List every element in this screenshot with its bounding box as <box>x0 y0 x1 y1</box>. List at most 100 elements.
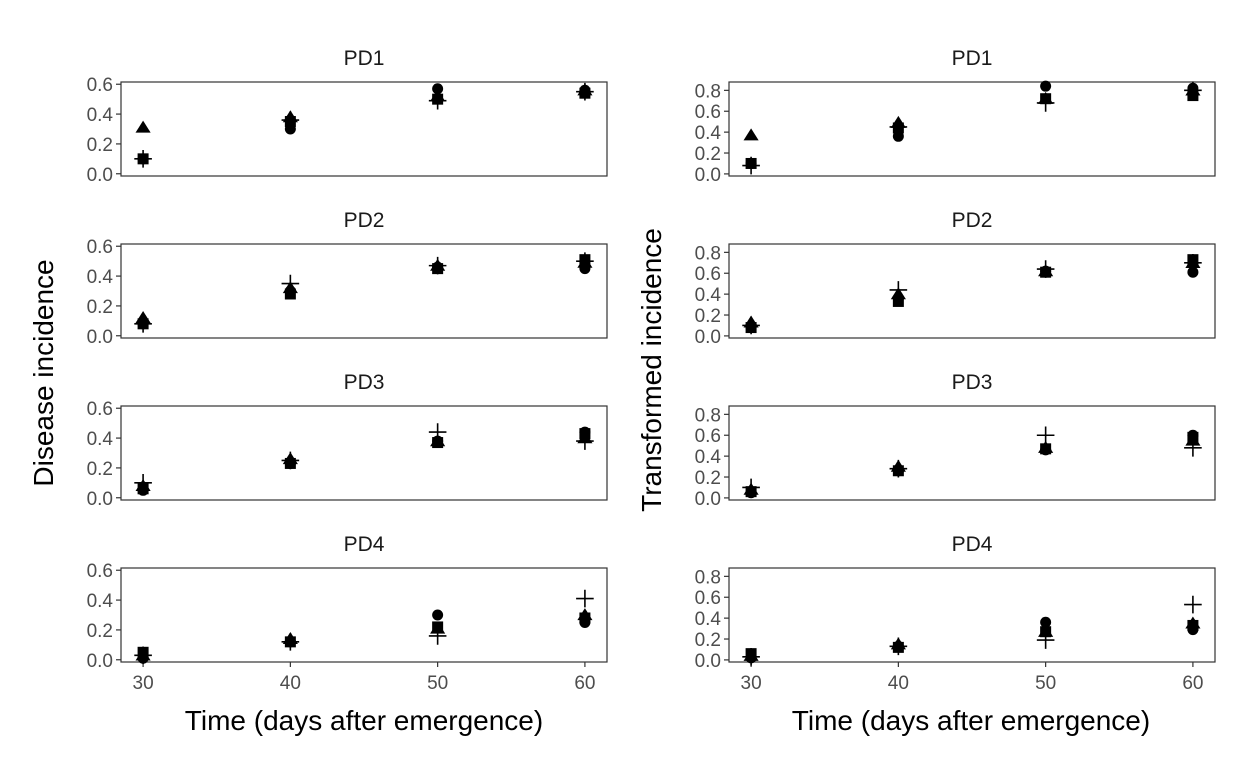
plus-series <box>134 82 594 168</box>
panel-frame <box>120 81 608 177</box>
y-tick-label: 0.6 <box>695 264 721 285</box>
circle-point <box>1040 616 1052 628</box>
y-tick-label: 0.0 <box>87 489 113 510</box>
y-tick-label: 0.8 <box>695 405 721 426</box>
plus-point <box>281 274 300 293</box>
plus-point <box>576 589 594 608</box>
left-x-axis-title: Time (days after emergence) <box>185 705 543 736</box>
y-tick-label: 0.8 <box>695 81 721 102</box>
right-facet-pd4: PD4 0.00.20.40.60.8 30 40 50 60 <box>695 533 1216 694</box>
panel-frame <box>728 81 1216 177</box>
plus-point <box>428 423 447 441</box>
right-facet-panels: PD10.00.20.40.60.8PD20.00.20.40.60.8PD30… <box>695 47 1216 694</box>
y-tick-label: 0.8 <box>695 243 721 264</box>
right-facet-pd2: PD2 0.00.20.40.60.8 <box>695 209 1216 348</box>
left-facet-panels: PD1 0.0 0.2 0.4 0.6 PD2 0.0 0.2 0.4 0.6 PD3 0.0 0.2 0… <box>87 47 608 694</box>
plus-point <box>1184 254 1202 272</box>
y-tick-label: 0.0 <box>695 651 721 672</box>
left-chart: Disease incidence Time (days after emerg… <box>28 47 608 736</box>
y-tick-label: 0.4 <box>87 105 114 126</box>
y-tick-label: 0.6 <box>87 237 113 258</box>
y-tick-label: 0.6 <box>87 561 113 582</box>
y-tick-label: 0.0 <box>87 651 113 672</box>
triangle-series <box>743 616 1201 661</box>
plus-point <box>889 459 908 478</box>
left-facet-pd2: PD2 0.0 0.2 0.4 0.6 <box>87 209 608 348</box>
x-tick-label: 50 <box>1035 673 1056 694</box>
facet-title: PD2 <box>952 209 993 232</box>
y-tick-label: 0.6 <box>695 588 721 609</box>
square-series <box>745 90 1199 169</box>
triangle-point <box>135 120 151 133</box>
circle-series <box>137 83 591 165</box>
y-tick-label: 0.0 <box>87 165 113 186</box>
plus-point <box>428 256 447 275</box>
x-tick-label: 40 <box>888 673 909 694</box>
panel-frame <box>120 405 608 501</box>
y-tick-label: 0.0 <box>695 165 721 186</box>
facet-title: PD1 <box>952 47 993 70</box>
plus-point <box>889 281 908 299</box>
y-tick-label: 0.4 <box>87 591 114 612</box>
plus-point <box>742 316 760 335</box>
plus-point <box>1184 438 1202 457</box>
y-tick-label: 0.2 <box>695 468 721 489</box>
plus-point <box>576 432 594 450</box>
triangle-series <box>135 431 593 491</box>
plus-point <box>576 82 594 101</box>
circle-series <box>745 265 1199 334</box>
triangle-series <box>135 83 593 133</box>
circle-series <box>137 261 591 330</box>
y-tick-label: 0.0 <box>87 327 113 348</box>
y-tick-label: 0.2 <box>695 630 721 651</box>
plus-point <box>1036 426 1055 445</box>
plus-point <box>428 91 447 110</box>
square-series <box>137 254 591 330</box>
plus-point <box>134 315 152 333</box>
circle-series <box>745 80 1199 169</box>
panel-frame <box>120 567 608 663</box>
y-tick-label: 0.8 <box>695 567 721 588</box>
left-y-axis-title: Disease incidence <box>28 259 59 486</box>
circle-series <box>137 609 591 664</box>
left-facet-pd4: PD4 0.0 0.2 0.4 0.6 30 40 50 60 <box>87 533 608 694</box>
square-series <box>137 87 591 165</box>
circle-point <box>432 83 444 95</box>
plus-point <box>742 478 760 497</box>
triangle-series <box>135 255 593 324</box>
y-tick-label: 0.2 <box>87 621 113 642</box>
y-tick-label: 0.4 <box>695 123 722 144</box>
square-series <box>745 619 1199 660</box>
facet-title: PD4 <box>344 533 385 556</box>
y-tick-label: 0.6 <box>695 426 721 447</box>
plus-series <box>134 423 594 492</box>
square-point <box>432 621 444 633</box>
square-series <box>137 428 591 495</box>
y-tick-label: 0.2 <box>87 135 113 156</box>
x-tick-label: 50 <box>427 673 448 694</box>
panel-frame <box>120 243 608 339</box>
plus-point <box>281 451 300 470</box>
square-series <box>745 254 1199 334</box>
y-tick-label: 0.2 <box>87 297 113 318</box>
y-tick-label: 0.0 <box>695 489 721 510</box>
y-tick-label: 0.4 <box>695 285 722 306</box>
plus-point <box>281 111 300 129</box>
plus-series <box>134 589 594 665</box>
x-tick-label: 30 <box>133 673 154 694</box>
right-facet-pd1: PD1 0.00.20.40.60.8 <box>695 47 1216 186</box>
circle-series <box>745 429 1199 499</box>
x-tick-label: 60 <box>1182 673 1203 694</box>
circle-point <box>892 130 904 142</box>
square-series <box>745 431 1199 498</box>
facet-title: PD2 <box>344 209 385 232</box>
plus-point <box>134 646 152 665</box>
square-point <box>1187 619 1199 631</box>
square-point <box>284 288 296 300</box>
square-point <box>1040 443 1052 455</box>
y-tick-label: 0.0 <box>695 327 721 348</box>
plus-series <box>742 254 1202 335</box>
plus-point <box>889 118 908 136</box>
x-tick-label: 30 <box>741 673 762 694</box>
